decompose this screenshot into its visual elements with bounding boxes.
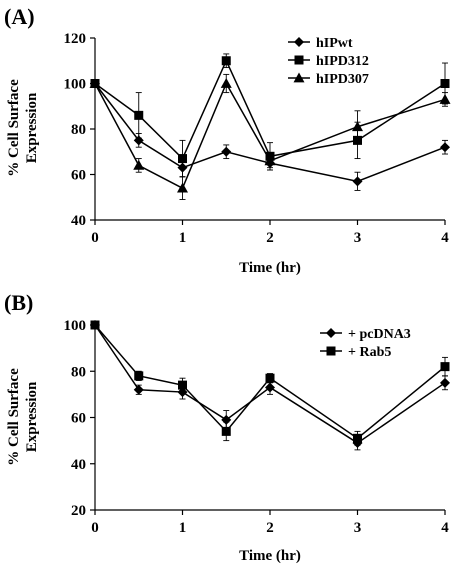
data-point-a-1 (178, 154, 187, 164)
data-point-b-1 (178, 380, 187, 390)
legend-label-b-1: + Rab5 (348, 345, 391, 360)
data-point-a-1 (221, 56, 231, 66)
data-point-b-0 (440, 377, 450, 388)
series-a-2 (89, 73, 451, 200)
y-tick-label-a: 60 (71, 168, 86, 184)
panel-label-b: (B) (4, 290, 33, 315)
y-axis-title-b-line2: Expression (24, 381, 40, 452)
x-axis-title-b: Time (hr) (239, 548, 301, 564)
data-point-a-2 (264, 155, 276, 166)
x-tick-label-a: 3 (354, 230, 362, 246)
x-tick-label-a: 2 (266, 230, 274, 246)
x-tick-label-b: 2 (266, 520, 274, 536)
legend-marker-a-2 (293, 72, 305, 83)
y-tick-label-a: 120 (64, 31, 87, 47)
y-tick-label-a: 40 (71, 213, 86, 229)
y-tick-label-b: 20 (71, 503, 86, 519)
data-point-a-2 (89, 78, 101, 88)
x-tick-label-a: 0 (91, 230, 99, 246)
y-tick-label-a: 80 (71, 122, 86, 138)
chart-panel-b: (B) % Cell Surface Expression Time (hr) … (4, 290, 450, 564)
data-point-b-1 (353, 433, 362, 443)
legend-label-a-2: hIPD307 (316, 72, 369, 87)
legend-label-a-0: hIPwt (316, 36, 353, 51)
data-point-a-2 (439, 93, 451, 104)
legend-marker-b-1 (326, 346, 336, 356)
data-point-a-0 (221, 146, 232, 157)
x-tick-label-b: 1 (179, 520, 187, 536)
data-point-a-1 (440, 79, 450, 88)
x-tick-label-b: 0 (91, 520, 99, 536)
y-tick-label-a: 100 (64, 77, 87, 93)
legend-label-b-0: + pcDNA3 (348, 327, 411, 342)
data-point-a-1 (134, 110, 144, 120)
legend-marker-a-0 (294, 37, 304, 47)
data-point-a-0 (440, 142, 450, 153)
x-tick-label-b: 4 (441, 520, 449, 536)
data-point-b-1 (134, 371, 144, 381)
data-point-a-0 (352, 176, 363, 187)
data-point-a-2 (177, 182, 188, 193)
x-tick-label-a: 1 (179, 230, 187, 246)
data-point-b-1 (90, 320, 100, 330)
y-tick-label-b: 60 (71, 411, 86, 427)
x-tick-label-a: 4 (441, 230, 449, 246)
data-point-b-1 (440, 362, 450, 372)
data-point-a-2 (220, 78, 232, 88)
y-axis-title-a-line1: % Cell Surface (6, 79, 22, 177)
series-a-0 (90, 78, 450, 191)
legend-marker-a-1 (294, 55, 304, 65)
legend-marker-b-0 (326, 328, 336, 338)
panel-label-a: (A) (4, 4, 35, 29)
x-tick-label-b: 3 (354, 520, 362, 536)
y-tick-label-b: 100 (64, 318, 87, 334)
y-axis-title-a-line2: Expression (24, 92, 40, 163)
series-b-1 (90, 320, 450, 446)
y-axis-title-b-line1: % Cell Surface (6, 368, 22, 466)
y-tick-label-b: 40 (71, 457, 86, 473)
data-point-b-1 (265, 373, 275, 383)
data-point-a-2 (352, 121, 363, 132)
x-axis-title-a: Time (hr) (239, 260, 301, 276)
data-point-b-1 (221, 426, 231, 436)
y-tick-label-b: 80 (71, 364, 86, 380)
data-point-b-0 (133, 384, 144, 395)
legend-label-a-1: hIPD312 (316, 54, 369, 69)
chart-panel-a: (A) % Cell Surface Expression Time (hr) … (4, 4, 451, 276)
data-point-b-0 (265, 382, 275, 393)
data-point-a-2 (133, 159, 145, 170)
series-line-a-2 (94, 81, 446, 190)
